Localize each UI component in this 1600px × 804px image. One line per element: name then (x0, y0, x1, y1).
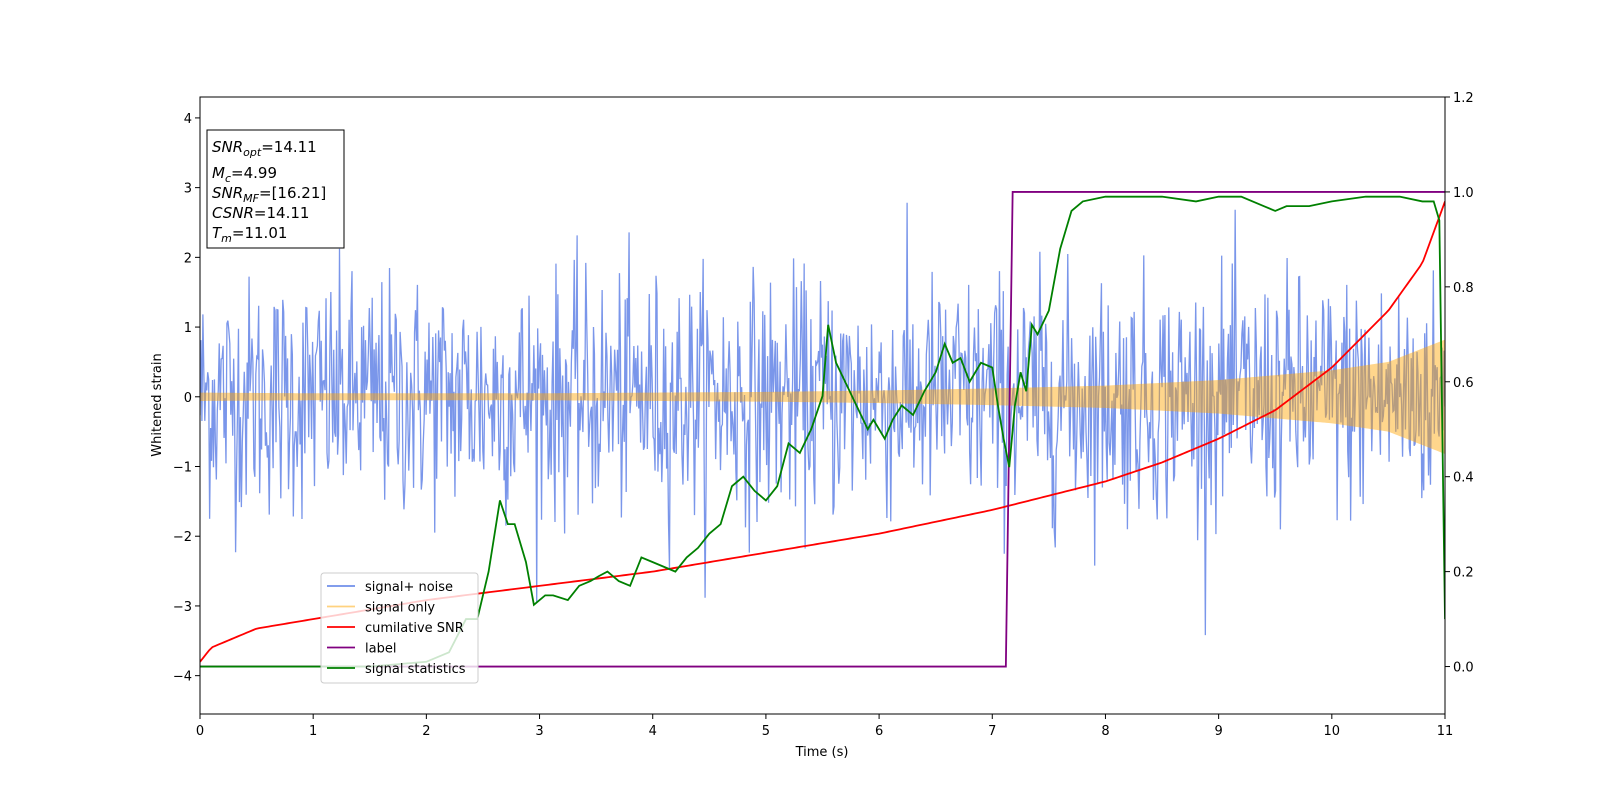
info-mc-value: 4.99 (244, 164, 277, 182)
legend-label: signal only (365, 601, 435, 616)
x-tick-label: 11 (1437, 724, 1454, 739)
y-tick-label: −1 (173, 461, 192, 476)
x-tick-label: 1 (309, 724, 317, 739)
info-tm-value: 11.01 (244, 224, 287, 242)
info-csnr: CSNR=14.11 (212, 204, 309, 222)
y-tick-label: 1 (184, 321, 192, 336)
x-tick-label: 4 (649, 724, 657, 739)
legend-label: signal+ noise (365, 580, 453, 595)
series-signal-noise (200, 202, 1445, 636)
info-mc: Mc=4.99 (212, 164, 277, 185)
x-tick-label: 6 (875, 724, 883, 739)
info-box: SNRopt=14.11 Mc=4.99 SNRMF=[16.21] CSNR=… (206, 129, 345, 249)
y-tick-label: 4 (184, 112, 192, 127)
legend: signal+ noise signal only cumilative SNR la… (320, 572, 479, 684)
info-snr-mf-value: [16.21] (272, 184, 327, 202)
y-tick-label: 2 (184, 251, 192, 266)
plot-area (200, 191, 1445, 668)
y2-tick-label: 0.2 (1453, 566, 1474, 581)
axes: 0 1 2 3 4 5 6 7 8 9 10 11 −4 −3 −2 −1 0 1 2 3 4 0.0 0.2 0.4 0.6 0… (173, 91, 1474, 739)
series-label (200, 191, 1445, 668)
y2-tick-label: 1.2 (1453, 91, 1474, 106)
x-tick-label: 10 (1324, 724, 1341, 739)
info-snr-opt-value: 14.11 (274, 138, 317, 156)
y-axis-label: Whitened strain (150, 353, 165, 456)
y-tick-label: 0 (184, 391, 192, 406)
legend-frame (320, 572, 479, 684)
x-tick-label: 3 (535, 724, 543, 739)
x-tick-label: 2 (422, 724, 430, 739)
y2-tick-label: 0.0 (1453, 661, 1474, 676)
info-tm: Tm=11.01 (212, 224, 287, 245)
legend-label: label (365, 642, 396, 657)
x-tick-label: 8 (1101, 724, 1109, 739)
x-tick-label: 5 (762, 724, 770, 739)
y-tick-label: −3 (173, 600, 192, 615)
info-box-frame (206, 129, 345, 249)
info-snr-mf: SNRMF=[16.21] (212, 184, 326, 205)
y2-tick-label: 1.0 (1453, 186, 1474, 201)
legend-label: signal statistics (365, 662, 466, 677)
legend-items: signal+ noise signal only cumilative SNR la… (327, 580, 466, 677)
x-tick-label: 9 (1214, 724, 1222, 739)
y2-tick-label: 0.4 (1453, 471, 1474, 486)
legend-label: cumilative SNR (365, 621, 464, 636)
y2-tick-label: 0.8 (1453, 281, 1474, 296)
series-signal-statistics (200, 195, 1445, 668)
plot-frame (199, 96, 1446, 715)
y-tick-label: −2 (173, 530, 192, 545)
x-axis-label: Time (s) (795, 745, 849, 760)
x-tick-label: 7 (988, 724, 996, 739)
info-snr-opt: SNRopt=14.11 (212, 138, 317, 159)
info-csnr-value: 14.11 (267, 204, 310, 222)
y-tick-label: 3 (184, 182, 192, 197)
x-tick-label: 0 (196, 724, 204, 739)
y2-tick-label: 0.6 (1453, 376, 1474, 391)
y-tick-label: −4 (173, 670, 192, 685)
